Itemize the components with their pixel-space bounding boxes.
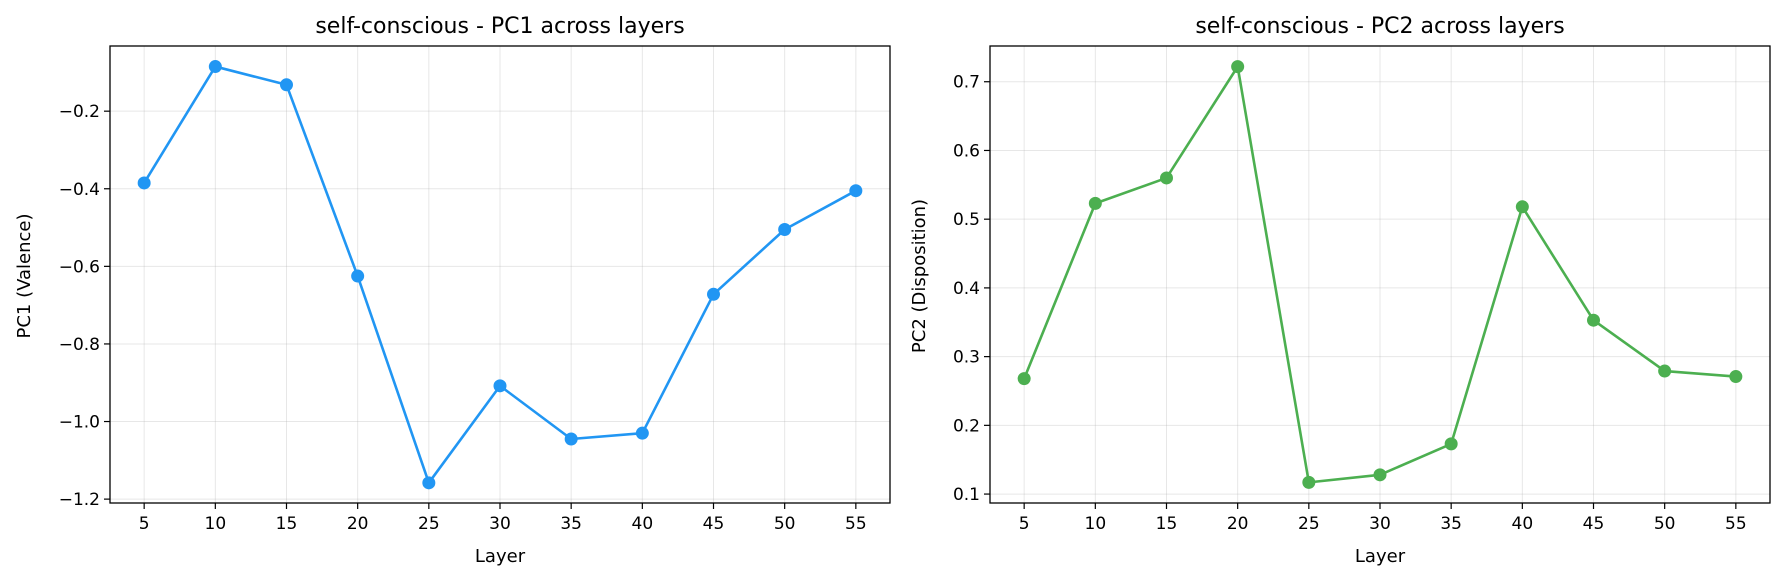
data-point — [1017, 372, 1031, 386]
y-tick-label: 0.4 — [953, 279, 980, 299]
x-tick-label: 5 — [1019, 514, 1030, 534]
y-tick-label: −1.2 — [59, 490, 100, 510]
x-tick-label: 30 — [489, 514, 511, 534]
x-tick-label: 55 — [845, 514, 867, 534]
data-point — [1231, 60, 1245, 74]
series — [1017, 60, 1743, 489]
x-tick-label: 40 — [1512, 514, 1534, 534]
chart-title: self-conscious - PC2 across layers — [1195, 14, 1564, 39]
axis-ticks: 5 10 15 20 25 30 35 40 45 50 55 0.1 0.2 0.3 0.4 0.5 0.6 0… — [953, 73, 1747, 534]
x-tick-label: 10 — [205, 514, 227, 534]
y-tick-label: 0.6 — [953, 141, 980, 161]
x-axis-label: Layer — [475, 546, 526, 567]
x-tick-label: 50 — [1654, 514, 1676, 534]
data-point — [1088, 196, 1102, 210]
data-point — [208, 60, 222, 74]
y-tick-label: 0.1 — [953, 485, 980, 505]
y-tick-label: −0.6 — [59, 257, 100, 277]
plot-frame — [989, 45, 1771, 504]
y-tick-label: 0.2 — [953, 416, 980, 436]
data-point — [422, 476, 436, 490]
chart-title: self-conscious - PC1 across layers — [315, 14, 684, 39]
x-tick-label: 50 — [774, 514, 796, 534]
chart-panel-pc1: self-conscious - PC1 across layers Layer… — [14, 14, 891, 567]
data-point — [137, 176, 151, 190]
y-axis-label: PC2 (Disposition) — [909, 199, 930, 353]
y-tick-label: 0.7 — [953, 73, 980, 93]
x-tick-label: 25 — [1298, 514, 1320, 534]
x-tick-label: 15 — [1156, 514, 1178, 534]
data-point — [778, 222, 792, 236]
y-tick-label: −0.8 — [59, 335, 100, 355]
data-point — [1515, 200, 1529, 214]
data-point — [1587, 313, 1601, 327]
plot-frame — [109, 45, 891, 504]
data-point — [564, 432, 578, 446]
grid — [990, 46, 1770, 503]
x-tick-label: 35 — [1440, 514, 1462, 534]
data-point — [1373, 468, 1387, 482]
data-point — [849, 184, 863, 198]
x-tick-label: 30 — [1369, 514, 1391, 534]
x-tick-label: 5 — [139, 514, 150, 534]
x-tick-label: 45 — [703, 514, 725, 534]
data-point — [1444, 437, 1458, 451]
axis-ticks: 5 10 15 20 25 30 35 40 45 50 55 −1.2 −1.0 −0.8 −0.6 −0.… — [59, 102, 867, 534]
y-axis-label: PC1 (Valence) — [14, 213, 35, 338]
x-tick-label: 25 — [418, 514, 440, 534]
data-point — [1159, 171, 1173, 185]
data-point — [493, 379, 507, 393]
x-tick-label: 45 — [1583, 514, 1605, 534]
y-tick-label: −0.4 — [59, 180, 100, 200]
x-tick-label: 15 — [276, 514, 298, 534]
x-tick-label: 10 — [1085, 514, 1107, 534]
x-tick-label: 20 — [347, 514, 369, 534]
y-tick-label: 0.3 — [953, 348, 980, 368]
data-point — [279, 78, 293, 92]
x-tick-label: 20 — [1227, 514, 1249, 534]
series — [137, 60, 863, 490]
x-tick-label: 55 — [1725, 514, 1747, 534]
data-point — [635, 426, 649, 440]
y-tick-label: 0.5 — [953, 210, 980, 230]
data-point — [707, 287, 721, 301]
data-point — [1658, 364, 1672, 378]
data-point — [351, 269, 365, 283]
x-tick-label: 40 — [632, 514, 654, 534]
chart-panel-pc2: self-conscious - PC2 across layers Layer… — [909, 14, 1771, 567]
data-point — [1729, 370, 1743, 384]
y-tick-label: −1.0 — [59, 413, 100, 433]
x-tick-label: 35 — [560, 514, 582, 534]
grid — [110, 46, 890, 503]
data-point — [1302, 475, 1316, 489]
y-tick-label: −0.2 — [59, 102, 100, 122]
x-axis-label: Layer — [1355, 546, 1406, 567]
